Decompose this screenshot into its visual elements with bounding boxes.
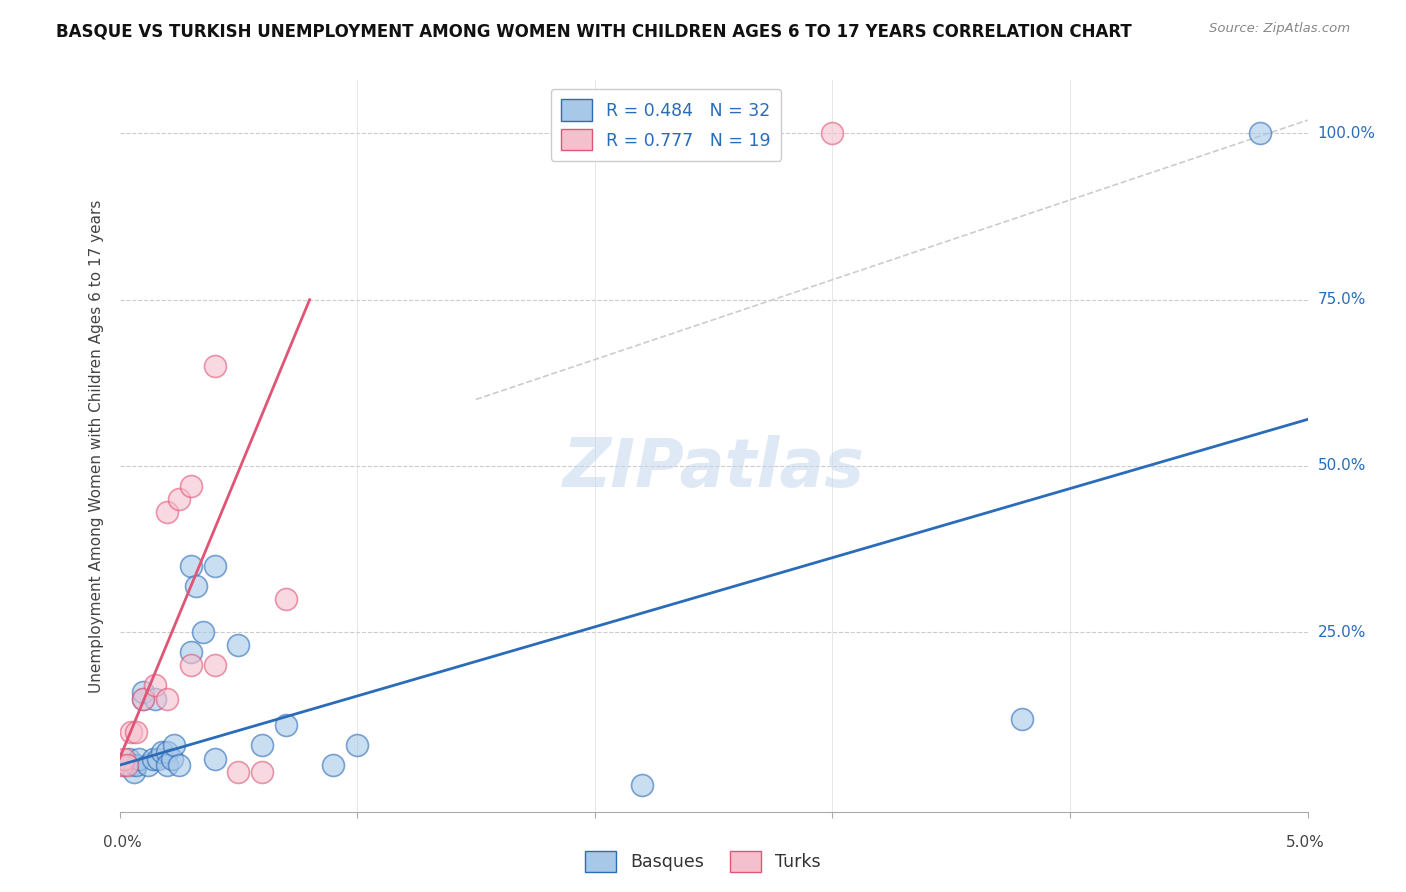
Point [122, 764, 145, 779]
Point [204, 751, 226, 765]
Point [118, 751, 141, 765]
Point [112, 751, 135, 765]
Point [156, 506, 179, 520]
Point [143, 678, 166, 692]
Point [112, 758, 135, 772]
Text: 5.0%: 5.0% [1285, 836, 1324, 850]
Point [180, 479, 202, 493]
Text: 25.0%: 25.0% [1317, 624, 1365, 640]
Point [125, 758, 148, 772]
Point [160, 751, 183, 765]
Point [132, 685, 155, 699]
Point [631, 778, 654, 792]
Text: BASQUE VS TURKISH UNEMPLOYMENT AMONG WOMEN WITH CHILDREN AGES 6 TO 17 YEARS CORR: BASQUE VS TURKISH UNEMPLOYMENT AMONG WOM… [56, 22, 1132, 40]
Text: 0.0%: 0.0% [103, 836, 142, 850]
Point [132, 691, 155, 706]
Point [228, 639, 250, 653]
Point [136, 758, 159, 772]
Text: 75.0%: 75.0% [1317, 293, 1365, 307]
Point [120, 758, 142, 772]
Point [132, 691, 155, 706]
Point [250, 738, 273, 752]
Point [180, 558, 202, 573]
Point [142, 751, 165, 765]
Legend: R = 0.484   N = 32, R = 0.777   N = 19: R = 0.484 N = 32, R = 0.777 N = 19 [551, 89, 782, 161]
Point [156, 691, 179, 706]
Point [346, 738, 368, 752]
Point [146, 751, 169, 765]
Point [115, 758, 138, 772]
Point [156, 745, 179, 759]
Point [250, 764, 273, 779]
Text: 100.0%: 100.0% [1317, 126, 1375, 141]
Point [167, 758, 190, 772]
Text: 50.0%: 50.0% [1317, 458, 1365, 474]
Point [274, 718, 297, 732]
Y-axis label: Unemployment Among Women with Children Ages 6 to 17 years: Unemployment Among Women with Children A… [89, 199, 104, 693]
Point [156, 758, 179, 772]
Point [191, 625, 214, 640]
Legend: Basques, Turks: Basques, Turks [578, 844, 828, 879]
Point [1249, 127, 1271, 141]
Point [204, 558, 226, 573]
Text: Source: ZipAtlas.com: Source: ZipAtlas.com [1209, 22, 1350, 36]
Point [180, 645, 202, 659]
Point [167, 492, 190, 507]
Point [184, 579, 207, 593]
Point [128, 751, 150, 765]
Point [111, 758, 134, 772]
Point [125, 725, 148, 739]
Point [143, 691, 166, 706]
Point [821, 127, 844, 141]
Text: ZIPatlas: ZIPatlas [562, 435, 865, 501]
Point [1011, 712, 1033, 726]
Point [163, 738, 186, 752]
Point [180, 658, 202, 673]
Point [274, 591, 297, 606]
Point [204, 658, 226, 673]
Point [204, 359, 226, 374]
Point [150, 745, 173, 759]
Point [120, 725, 142, 739]
Point [228, 764, 250, 779]
Point [322, 758, 344, 772]
